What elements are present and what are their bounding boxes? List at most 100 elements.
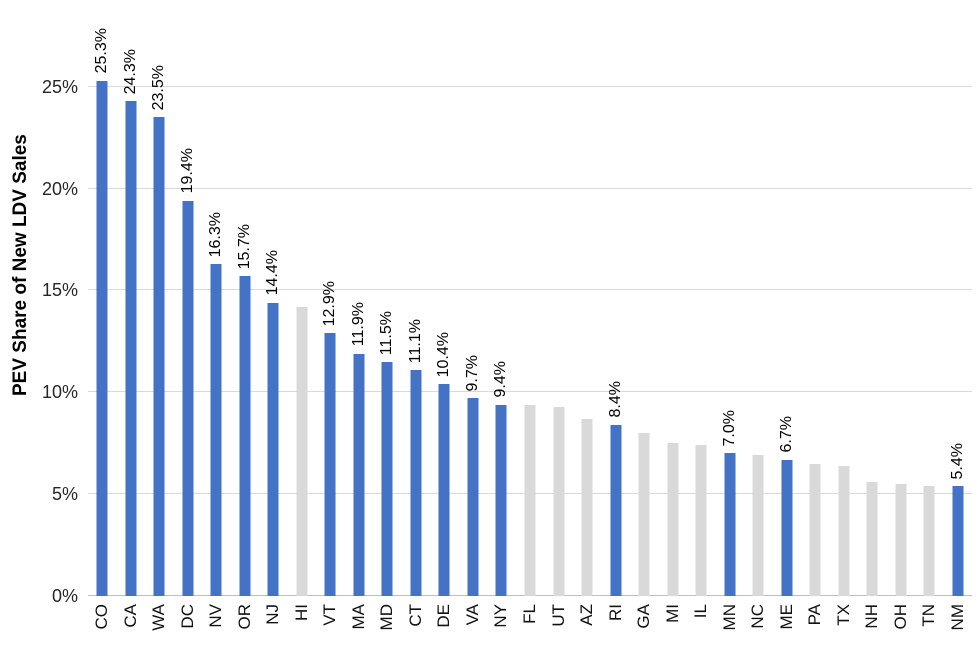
data-label-va: 9.7% <box>463 354 481 392</box>
x-label-slot-wa: WA <box>145 600 174 650</box>
x-label-md: MD <box>377 604 397 631</box>
bar-nj <box>267 302 279 596</box>
x-label-ga: GA <box>634 604 654 629</box>
data-label-ri: 8.4% <box>606 381 624 418</box>
bar-co <box>96 80 108 596</box>
data-label-nj: 14.4% <box>264 250 282 296</box>
bar-slot-ut <box>544 46 573 596</box>
x-label-ny: NY <box>491 604 511 628</box>
bar-ny <box>495 404 507 596</box>
x-label-slot-ct: CT <box>402 600 431 650</box>
bar-slot-mi <box>658 46 687 596</box>
x-label-slot-nv: NV <box>202 600 231 650</box>
y-tick-15%: 15% <box>41 280 78 301</box>
bar-slot-vt: 12.9% <box>316 46 345 596</box>
bar-slot-nv: 16.3% <box>202 46 231 596</box>
x-label-slot-ca: CA <box>117 600 146 650</box>
x-label-ca: CA <box>120 604 140 628</box>
bar-slot-il <box>687 46 716 596</box>
bar-slot-co: 25.3% <box>88 28 117 596</box>
data-label-nm: 5.4% <box>948 442 966 479</box>
bar-me <box>781 459 793 596</box>
bar-ri <box>610 424 622 596</box>
x-label-slot-me: ME <box>772 600 801 650</box>
bar-slot-ga <box>630 46 659 596</box>
x-label-slot-ga: GA <box>630 600 659 650</box>
plot-area: 25.3% 24.3% 23.5% 19.4% 16.3% 15.7% 14.4% 12.9%… <box>88 28 972 596</box>
y-tick-5%: 5% <box>51 484 78 505</box>
x-axis-labels: CO CA WA DC NV OR NJ HI VT MA MD CT DE VA NY FL UT AZ RI GA… <box>88 600 972 650</box>
bar-slot-de: 10.4% <box>430 46 459 596</box>
bar-ma <box>353 353 365 596</box>
bar-slot-fl <box>516 46 545 596</box>
x-label-tn: TN <box>919 604 939 627</box>
bar-fl <box>524 404 536 596</box>
bar-slot-ct: 11.1% <box>402 46 431 596</box>
x-label-dc: DC <box>177 604 197 629</box>
x-label-nc: NC <box>748 604 768 629</box>
y-tick-0%: 0% <box>51 586 78 606</box>
bar-slot-nh <box>858 46 887 596</box>
x-label-nj: NJ <box>263 604 283 625</box>
data-label-nv: 16.3% <box>207 211 225 257</box>
bar-slot-md: 11.5% <box>373 46 402 596</box>
data-label-mn: 7.0% <box>720 409 738 447</box>
data-label-ca: 24.3% <box>121 48 139 94</box>
bar-slot-me: 6.7% <box>772 46 801 596</box>
x-label-mn: MN <box>719 604 739 631</box>
data-label-dc: 19.4% <box>178 148 196 194</box>
bar-mn <box>724 453 736 596</box>
x-label-me: ME <box>776 604 796 630</box>
data-label-md: 11.5% <box>378 310 396 355</box>
x-label-slot-fl: FL <box>516 600 545 650</box>
bar-md <box>381 361 393 596</box>
bar-slot-tn <box>915 46 944 596</box>
x-label-wa: WA <box>149 604 169 631</box>
bar-ut <box>553 406 564 596</box>
bar-de <box>438 384 450 596</box>
bar-tx <box>838 465 850 596</box>
x-label-oh: OH <box>890 604 910 630</box>
bar-slot-hi <box>288 46 317 596</box>
bar-wa <box>153 117 165 596</box>
data-label-ct: 11.1% <box>406 318 424 363</box>
x-label-fl: FL <box>519 604 539 624</box>
x-label-slot-de: DE <box>430 600 459 650</box>
x-label-nm: NM <box>947 604 967 631</box>
x-label-slot-vt: VT <box>316 600 345 650</box>
bar-slot-mn: 7.0% <box>715 46 744 596</box>
x-label-slot-hi: HI <box>288 600 317 650</box>
gridline-20% <box>88 187 972 189</box>
x-label-tx: TX <box>833 604 853 626</box>
x-label-slot-or: OR <box>231 600 260 650</box>
x-label-va: VA <box>462 604 482 626</box>
x-label-slot-ny: NY <box>487 600 516 650</box>
data-label-wa: 23.5% <box>150 64 168 111</box>
x-label-pa: PA <box>805 604 825 626</box>
bar-nm <box>952 486 964 596</box>
bar-pa <box>809 463 821 596</box>
bar-nh <box>866 481 878 596</box>
y-tick-20%: 20% <box>41 178 78 199</box>
bar-ca <box>125 101 137 596</box>
bar-ga <box>638 433 650 596</box>
bar-slot-ma: 11.9% <box>345 46 374 596</box>
y-tick-10%: 10% <box>41 382 78 403</box>
x-label-nh: NH <box>862 604 882 629</box>
x-label-slot-ut: UT <box>544 600 573 650</box>
x-label-or: OR <box>234 604 254 630</box>
gridline-10% <box>88 391 972 393</box>
x-label-slot-nm: NM <box>943 600 972 650</box>
data-label-de: 10.4% <box>435 331 453 378</box>
x-label-slot-tx: TX <box>829 600 858 650</box>
bar-il <box>695 445 707 596</box>
x-label-az: AZ <box>577 604 597 626</box>
x-label-ut: UT <box>548 604 568 627</box>
bar-slot-dc: 19.4% <box>174 46 203 596</box>
bar-slot-wa: 23.5% <box>145 46 174 596</box>
y-tick-25%: 25% <box>41 76 78 97</box>
bar-or <box>239 276 251 596</box>
bar-slot-oh <box>886 46 915 596</box>
